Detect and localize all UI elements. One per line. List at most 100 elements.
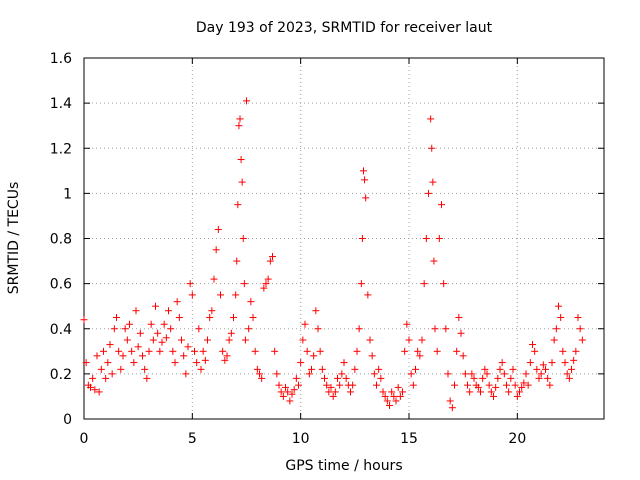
data-point [548,359,556,367]
data-point [271,347,279,355]
data-point [175,313,183,321]
data-point [130,359,138,367]
y-tick-label: 0.2 [50,367,72,383]
data-point [186,280,194,288]
data-point [256,370,263,378]
data-point [227,329,235,337]
data-point [235,122,243,130]
data-point [262,280,270,288]
data-point [544,374,552,382]
data-point [329,392,337,400]
y-tick-label: 0 [63,412,72,428]
data-point [481,365,489,373]
data-point [420,280,428,288]
data-point [507,374,515,382]
data-point [336,381,344,389]
data-point [87,383,94,391]
data-point [132,307,140,315]
data-point [282,383,289,391]
data-point [364,291,372,299]
data-point [89,374,97,382]
data-point [214,225,222,233]
data-point [414,347,422,355]
data-point [102,374,110,382]
data-point [297,359,305,367]
data-point [82,359,90,367]
data-point [141,365,149,373]
data-point [446,397,454,405]
data-point [325,388,333,396]
data-point [338,370,346,378]
data-point [169,347,177,355]
data-point [145,347,153,355]
data-point [277,388,285,396]
data-point [490,392,497,400]
data-point [520,379,528,387]
data-point [240,280,248,288]
data-point [513,392,521,400]
data-point [483,370,491,378]
data-point [526,359,534,367]
data-point [264,275,272,283]
data-point [362,194,370,202]
data-point [182,370,190,378]
data-point [110,325,118,333]
data-point [251,347,259,355]
data-point [204,336,211,344]
data-point [470,374,478,382]
data-point [522,370,530,378]
data-point [266,257,274,265]
data-point [308,365,315,373]
data-point [433,347,441,355]
data-point [121,325,129,333]
data-point [399,388,406,396]
x-tick-label: 0 [80,431,89,447]
data-point [396,392,404,400]
data-point [230,313,237,321]
data-point [91,386,99,394]
data-point [241,336,249,344]
data-point [212,246,220,254]
data-point [485,381,493,389]
data-point [466,388,474,396]
y-tick-label: 0.6 [50,277,72,293]
data-point [565,374,573,382]
x-tick-label: 15 [400,431,418,447]
data-point [119,352,127,360]
data-point [126,320,133,328]
data-point [193,359,201,367]
data-point [312,307,320,315]
data-point [243,97,250,105]
data-point [509,365,517,373]
data-point [123,336,131,344]
data-point [351,365,359,373]
data-point [440,280,448,288]
y-tick-label: 0.8 [50,232,72,248]
data-point [539,361,547,369]
data-point [576,325,584,333]
data-point [221,356,229,364]
data-point [236,115,244,123]
y-tick-label: 1.4 [50,96,72,112]
data-point [208,307,216,315]
data-point [253,365,261,373]
data-point [542,365,549,373]
data-point [327,383,335,391]
x-tick-label: 5 [188,431,197,447]
y-tick-label: 0.4 [50,322,72,338]
data-point [199,347,207,355]
data-point [347,388,354,396]
data-point [97,365,105,373]
data-point [147,320,155,328]
data-point [492,383,500,391]
data-point [360,167,367,175]
data-point [357,280,365,288]
data-point [217,291,224,299]
data-point [273,370,281,378]
data-point [533,365,541,373]
data-point [223,352,231,360]
data-point [219,347,227,355]
data-point [388,388,396,396]
data-point [361,176,369,184]
